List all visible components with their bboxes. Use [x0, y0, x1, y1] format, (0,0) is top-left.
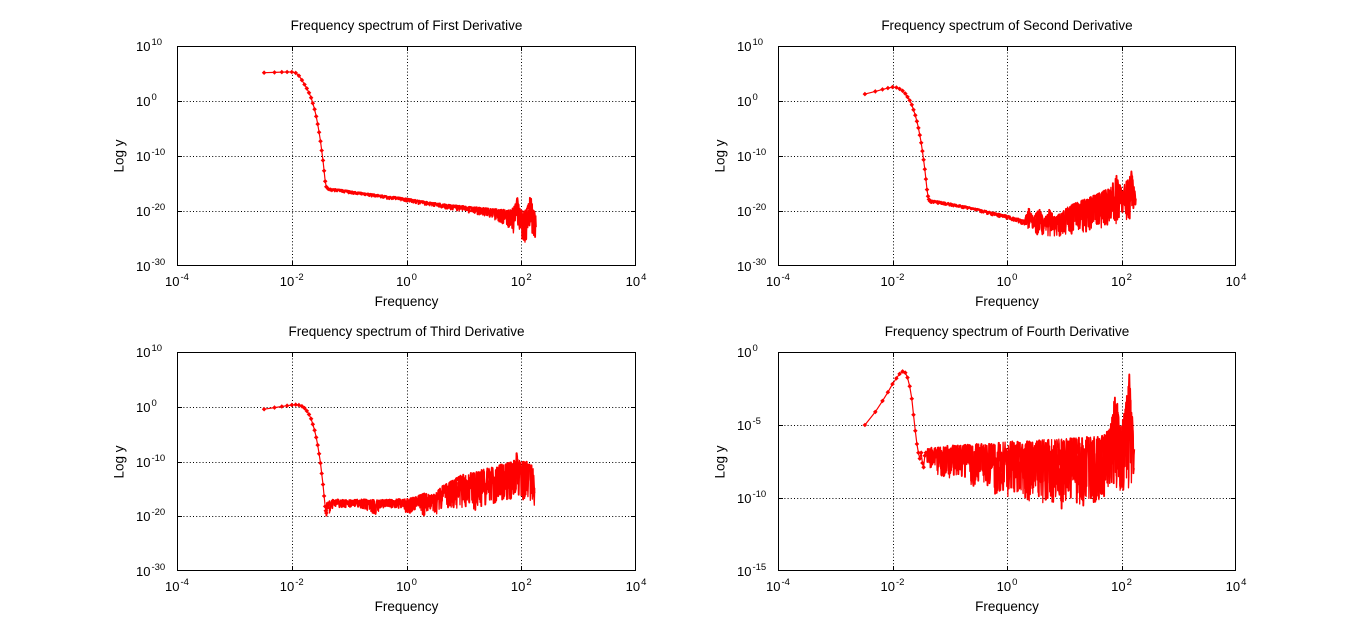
- y-axis-label: Log y: [712, 139, 728, 173]
- subplot-third-derivative: Frequency spectrum of Third Derivative F…: [112, 324, 647, 614]
- x-tick-label: 104: [1225, 272, 1247, 289]
- x-axis-label: Frequency: [975, 599, 1039, 614]
- y-tick-label: 100: [136, 397, 157, 415]
- axes-area: [177, 46, 636, 266]
- y-tick-label: 100: [136, 92, 157, 109]
- x-tick-label: 102: [1111, 577, 1132, 594]
- y-tick-label: 10-10: [737, 147, 767, 164]
- tick-marks: [177, 46, 636, 266]
- x-tick-label: 104: [1225, 577, 1247, 594]
- axes-area: [778, 46, 1236, 266]
- x-tick-label: 102: [1111, 272, 1132, 289]
- grid-lines: [177, 46, 636, 266]
- axes-frame: [177, 46, 636, 266]
- x-tick-label: 104: [625, 577, 647, 594]
- subplot-fourth-derivative: Frequency spectrum of Fourth Derivative …: [713, 324, 1247, 614]
- x-axis-label: Frequency: [975, 294, 1039, 309]
- y-tick-label: 100: [737, 92, 758, 109]
- series-diamond-markers: [261, 69, 335, 193]
- x-axis-label: Frequency: [374, 294, 439, 309]
- y-tick-label: 10-30: [737, 257, 767, 274]
- y-tick-label: 10-20: [136, 202, 166, 219]
- y-tick-label: 1010: [136, 37, 163, 54]
- plot-title: Frequency spectrum of Third Derivative: [288, 324, 525, 339]
- x-tick-label: 10-2: [880, 272, 905, 289]
- tick-marks: [778, 46, 1236, 266]
- series-line: [264, 404, 327, 514]
- y-axis-label: Log y: [111, 444, 127, 479]
- plot-title: Frequency spectrum of Second Derivative: [881, 18, 1133, 33]
- series-noise-band: [331, 188, 537, 243]
- grid-lines: [778, 46, 1236, 266]
- subplot-second-derivative: Frequency spectrum of Second Derivative …: [713, 18, 1247, 309]
- y-tick-label: 10-5: [737, 416, 761, 433]
- series-diamond-markers: [862, 84, 934, 204]
- y-tick-label: 10-10: [136, 452, 166, 470]
- series-noise-band: [325, 452, 536, 516]
- x-tick-label: 100: [996, 577, 1018, 594]
- x-tick-label: 10-2: [279, 577, 304, 594]
- y-tick-label: 10-10: [136, 147, 166, 164]
- x-tick-label: 10-4: [766, 577, 790, 594]
- x-axis-label: Frequency: [374, 599, 439, 614]
- y-tick-label: 10-20: [136, 507, 166, 525]
- x-tick-label: 10-4: [165, 577, 189, 594]
- subplot-first-derivative: Frequency spectrum of First Derivative F…: [112, 18, 647, 309]
- axes-frame: [177, 352, 636, 571]
- grid-lines: [177, 352, 636, 571]
- axes-frame: [778, 46, 1236, 266]
- y-tick-label: 1010: [136, 343, 163, 360]
- series-line: [864, 370, 927, 468]
- series-diamond-markers: [862, 369, 929, 470]
- x-tick-label: 10-4: [766, 272, 790, 289]
- y-tick-label: 100: [737, 343, 758, 360]
- y-tick-label: 10-15: [737, 562, 767, 579]
- y-tick-label: 10-10: [737, 489, 767, 506]
- x-tick-label: 102: [510, 577, 532, 594]
- x-tick-label: 100: [996, 272, 1018, 289]
- y-axis-label: Log y: [111, 139, 127, 173]
- y-tick-label: 10-30: [136, 562, 166, 579]
- axes-frame: [778, 352, 1236, 571]
- x-tick-label: 100: [396, 577, 417, 594]
- x-tick-label: 100: [396, 272, 417, 289]
- y-tick-label: 10-30: [136, 257, 166, 274]
- x-tick-label: 102: [510, 272, 532, 289]
- x-tick-label: 10-4: [165, 272, 189, 289]
- axes-area: [177, 352, 636, 571]
- series-noise-band: [926, 385, 1135, 505]
- plot-title: Frequency spectrum of First Derivative: [290, 18, 523, 33]
- x-tick-label: 104: [625, 272, 647, 289]
- series-line: [264, 71, 333, 191]
- tick-marks: [177, 352, 636, 571]
- series-diamond-markers: [261, 402, 329, 516]
- series-noise-band: [930, 175, 1137, 237]
- x-tick-label: 10-2: [880, 577, 905, 594]
- plot-title: Frequency spectrum of Fourth Derivative: [884, 324, 1130, 339]
- y-axis-label: Log y: [712, 444, 728, 479]
- y-tick-label: 1010: [737, 37, 764, 54]
- x-tick-label: 10-2: [279, 272, 304, 289]
- axes-area: [778, 352, 1236, 571]
- y-tick-label: 10-20: [737, 202, 767, 219]
